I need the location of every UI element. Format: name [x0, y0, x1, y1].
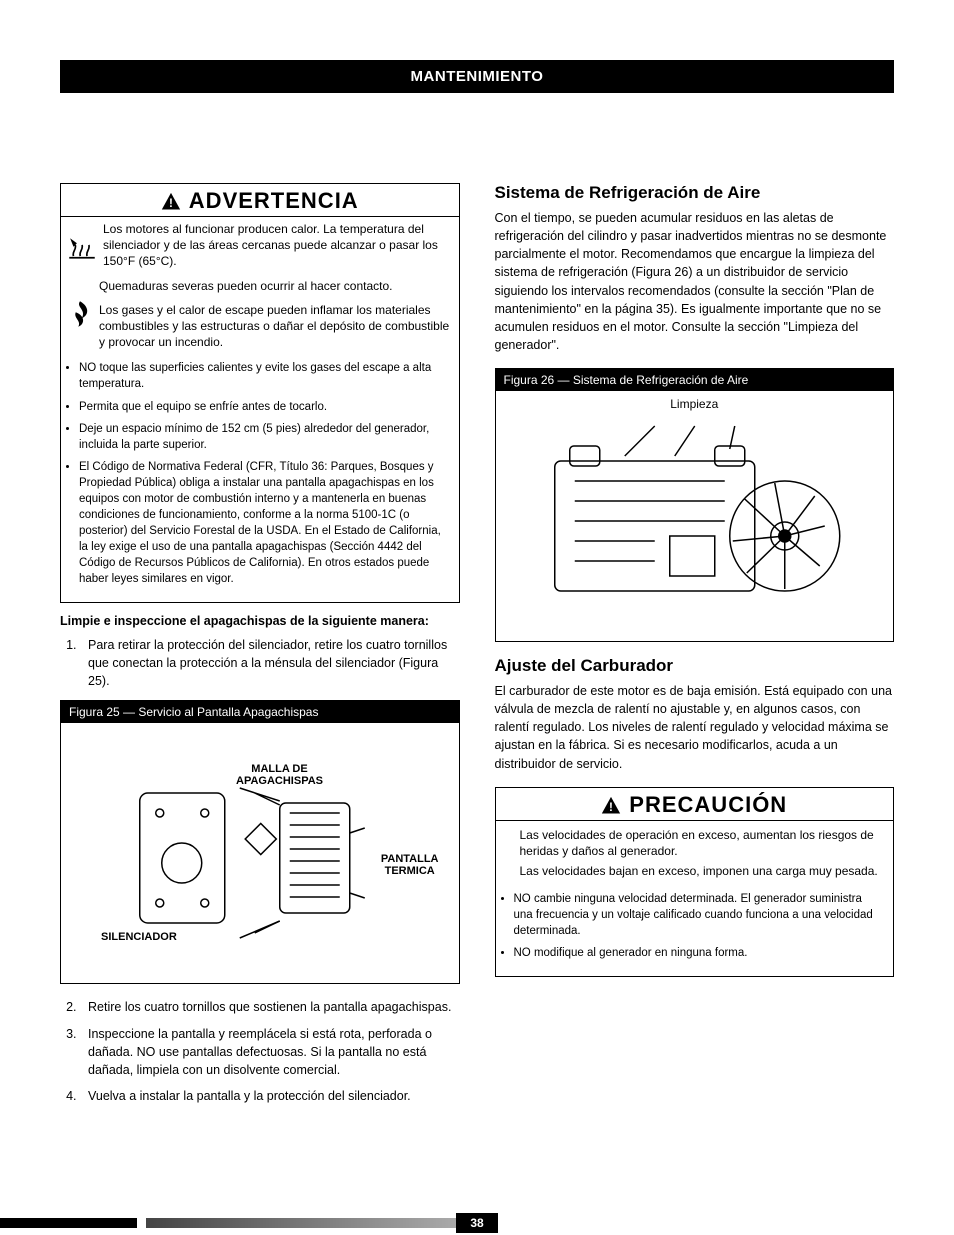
advertencia-title: ADVERTENCIA	[189, 188, 359, 214]
fig26-label-limpieza: Limpieza	[496, 397, 894, 411]
carb-heading: Ajuste del Carburador	[495, 656, 895, 676]
list-item: Permita que el equipo se enfríe antes de…	[79, 399, 449, 415]
footer: 38	[0, 1213, 954, 1233]
carb-body: El carburador de este motor es de baja e…	[495, 682, 895, 773]
list-item: Para retirar la protección del silenciad…	[80, 636, 460, 690]
left-column: ! ADVERTENCIA Los motores al funcionar p…	[60, 183, 460, 1113]
advertencia-box: ! ADVERTENCIA Los motores al funcionar p…	[60, 183, 460, 603]
right-column: Sistema de Refrigeración de Aire Con el …	[495, 183, 895, 1113]
footer-rule-right	[498, 1218, 954, 1228]
refrig-heading: Sistema de Refrigeración de Aire	[495, 183, 895, 203]
advertencia-p3: Los gases y el calor de escape pueden in…	[99, 298, 459, 355]
list-item: NO toque las superficies calientes y evi…	[79, 360, 449, 392]
figure-25: Figura 25 — Servicio al Pantalla Apagach…	[60, 700, 460, 984]
page-number: 38	[456, 1213, 497, 1233]
warning-triangle-icon: !	[161, 192, 181, 210]
list-item: NO modifique al generador en ninguna for…	[514, 945, 884, 961]
steps-before-figure: Para retirar la protección del silenciad…	[60, 636, 460, 690]
precaucion-p1: Las velocidades de operación en exceso, …	[496, 821, 894, 861]
caution-triangle-icon: !	[601, 796, 621, 814]
svg-text:!: !	[169, 197, 173, 210]
list-item: Retire los cuatro tornillos que sostiene…	[80, 998, 460, 1016]
figure-26: Figura 26 — Sistema de Refrigeración de …	[495, 368, 895, 642]
precaucion-box: ! PRECAUCIÓN Las velocidades de operació…	[495, 787, 895, 977]
precaucion-p2: Las velocidades bajan en exceso, imponen…	[496, 861, 894, 885]
fig25-label-malla: MALLA DE APAGACHISPAS	[236, 763, 323, 787]
refrig-body: Con el tiempo, se pueden acumular residu…	[495, 209, 895, 354]
advertencia-p2: Quemaduras severas pueden ocurrir al hac…	[99, 274, 459, 298]
page-header: MANTENIMIENTO	[60, 60, 894, 93]
list-item: NO cambie ninguna velocidad determinada.…	[514, 891, 884, 939]
steps-after-figure: Retire los cuatro tornillos que sostiene…	[60, 998, 460, 1105]
fig25-label-silenciador: SILENCIADOR	[101, 931, 177, 943]
list-item: Deje un espacio mínimo de 152 cm (5 pies…	[79, 421, 449, 453]
hot-surface-icon	[61, 217, 103, 274]
fire-icon	[61, 274, 99, 355]
precaucion-title: PRECAUCIÓN	[629, 792, 787, 818]
list-item: Inspeccione la pantalla y reemplácela si…	[80, 1025, 460, 1079]
advertencia-bullets: NO toque las superficies calientes y evi…	[61, 354, 459, 601]
footer-rule-left	[0, 1218, 456, 1228]
figure-26-caption: Figura 26 — Sistema de Refrigeración de …	[496, 369, 894, 391]
fig25-label-pantalla: PANTALLA TERMICA	[381, 853, 439, 877]
precaucion-bullets: NO cambie ninguna velocidad determinada.…	[496, 885, 894, 975]
advertencia-p1: Los motores al funcionar producen calor.…	[103, 217, 459, 274]
list-item: El Código de Normativa Federal (CFR, Tít…	[79, 459, 449, 588]
svg-text:!: !	[609, 801, 613, 814]
figure-25-caption: Figura 25 — Servicio al Pantalla Apagach…	[61, 701, 459, 723]
limpie-intro: Limpie e inspeccione el apagachispas de …	[60, 613, 460, 631]
list-item: Vuelva a instalar la pantalla y la prote…	[80, 1087, 460, 1105]
figure-26-diagram	[506, 401, 884, 631]
